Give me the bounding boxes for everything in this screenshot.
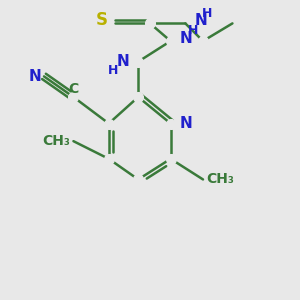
Text: N: N xyxy=(194,13,207,28)
Text: H: H xyxy=(188,24,198,37)
Text: N: N xyxy=(179,31,192,46)
Text: N: N xyxy=(117,54,129,69)
Text: N: N xyxy=(179,116,192,131)
Text: C: C xyxy=(68,82,79,95)
Text: N: N xyxy=(28,69,41,84)
Text: H: H xyxy=(202,7,213,20)
Text: H: H xyxy=(108,64,119,77)
Text: CH₃: CH₃ xyxy=(43,134,70,148)
Text: S: S xyxy=(95,11,107,29)
Text: CH₃: CH₃ xyxy=(206,172,234,186)
